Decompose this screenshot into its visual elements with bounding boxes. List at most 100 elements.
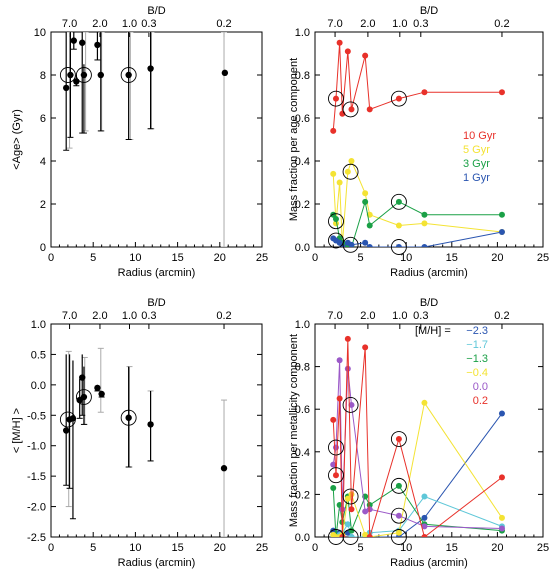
top-tick-label: 0.2 bbox=[216, 18, 231, 30]
data-point bbox=[147, 421, 154, 428]
highlight-circle bbox=[342, 488, 359, 505]
series-point bbox=[344, 521, 351, 528]
highlight-circle bbox=[390, 90, 407, 107]
x-axis-label: Radius (arcmin) bbox=[118, 267, 196, 279]
x-tick-label: 10 bbox=[400, 542, 412, 554]
y-tick-label: -2.5 bbox=[27, 532, 46, 544]
series-line bbox=[332, 413, 503, 537]
legend-entry: 0.2 bbox=[473, 395, 488, 407]
series-point bbox=[332, 472, 339, 479]
highlight-circle bbox=[342, 101, 359, 118]
series-point bbox=[366, 506, 373, 513]
series-point bbox=[366, 222, 373, 229]
x-tick-label: 0 bbox=[312, 542, 318, 554]
series-point bbox=[330, 485, 337, 492]
series-point bbox=[344, 335, 351, 342]
highlight-circle bbox=[328, 439, 344, 456]
legend-title: [M/H] = bbox=[415, 325, 451, 337]
age-fraction-panel: 0 5 10 15 20 25 Radius (arcmin) 0.0 0.2 0.4 0.6 0.8… bbox=[288, 5, 549, 279]
series-point bbox=[344, 495, 351, 502]
top-tick-label: 0.3 bbox=[141, 310, 156, 322]
y-tick-label: 4 bbox=[40, 156, 46, 168]
series-point bbox=[421, 523, 428, 530]
highlight-circle bbox=[120, 409, 137, 426]
top-tick-label: 7.0 bbox=[327, 310, 342, 322]
top-tick-label: 0.2 bbox=[494, 18, 509, 30]
y-tick-label: 0.4 bbox=[295, 447, 310, 459]
highlight-circle bbox=[328, 232, 344, 249]
series-line bbox=[332, 42, 502, 131]
highlight-circle bbox=[390, 507, 407, 524]
highlight-circle bbox=[390, 477, 407, 494]
series-point bbox=[332, 95, 339, 102]
y-tick-label: -1.0 bbox=[27, 441, 46, 453]
top-tick-label: 0.3 bbox=[413, 310, 428, 322]
x-tick-label: 5 bbox=[90, 252, 96, 264]
plot-frame bbox=[50, 31, 263, 248]
top-tick-label: 2.0 bbox=[92, 310, 107, 322]
series-point bbox=[344, 48, 351, 55]
highlight-circle bbox=[390, 529, 407, 545]
series-point bbox=[421, 220, 428, 227]
series-point bbox=[348, 241, 355, 247]
highlight-circle bbox=[342, 396, 359, 413]
series-point bbox=[332, 216, 339, 223]
y-tick-label: -2.0 bbox=[27, 502, 46, 514]
legend-entry: 0.0 bbox=[473, 381, 488, 393]
x-tick-label: 0 bbox=[48, 252, 54, 264]
y-tick-label: 0.0 bbox=[295, 532, 310, 544]
top-tick-label: 0.2 bbox=[216, 310, 231, 322]
x-tick-label: 15 bbox=[171, 252, 183, 264]
age-panel: 0 5 10 15 20 25 Radius (arcmin) 0 2 4 6 8 10 <Age> (G… bbox=[11, 5, 268, 279]
top-tick-label: 0.3 bbox=[413, 18, 428, 30]
x-tick-label: 25 bbox=[537, 252, 549, 264]
series-point bbox=[498, 525, 505, 532]
top-tick-label: 7.0 bbox=[327, 18, 342, 30]
legend-entry: 10 Gyr bbox=[463, 130, 496, 142]
top-tick-label: 2.0 bbox=[360, 18, 375, 30]
x-tick-label: 15 bbox=[171, 542, 183, 554]
x-tick-label: 10 bbox=[129, 252, 141, 264]
x-tick-label: 10 bbox=[129, 542, 141, 554]
series-point bbox=[330, 416, 337, 423]
series-point bbox=[498, 89, 505, 96]
series-point bbox=[336, 357, 343, 364]
top-tick-label: 1.0 bbox=[122, 18, 137, 30]
series-point bbox=[330, 527, 337, 534]
data-point bbox=[70, 37, 77, 44]
highlight-circle bbox=[328, 90, 344, 107]
series-point bbox=[348, 106, 355, 113]
highlight-circle bbox=[390, 431, 407, 447]
series-point bbox=[348, 401, 355, 408]
highlight-circle bbox=[59, 411, 76, 428]
x-tick-label: 5 bbox=[358, 542, 364, 554]
data-point bbox=[79, 39, 86, 46]
x-tick-label: 25 bbox=[256, 252, 268, 264]
y-axis-label: <Age> (Gyr) bbox=[11, 109, 23, 170]
highlight-circle bbox=[390, 239, 407, 255]
metallicity-panel: 0 5 10 15 20 25 Radius (arcmin) -2.5 -2.0 -1.5 -1.… bbox=[11, 297, 268, 569]
series-point bbox=[395, 529, 402, 536]
y-tick-label: 8 bbox=[40, 70, 46, 82]
data-point bbox=[94, 384, 101, 392]
data-point bbox=[62, 427, 70, 434]
data-point bbox=[221, 69, 229, 77]
x-tick-label: 0 bbox=[48, 542, 54, 554]
series-point bbox=[421, 399, 428, 406]
y-tick-label: 0.8 bbox=[295, 70, 310, 82]
y-tick-label: 6 bbox=[40, 113, 46, 125]
highlight-circle bbox=[342, 529, 359, 545]
x-tick-label: 25 bbox=[256, 542, 268, 554]
data-point bbox=[80, 393, 88, 401]
y-tick-label: 0.2 bbox=[295, 199, 310, 211]
y-tick-label: 0.0 bbox=[295, 242, 310, 254]
y-tick-label: 1.0 bbox=[295, 27, 310, 39]
y-tick-label: 0.4 bbox=[295, 156, 310, 168]
top-axis-label: B/D bbox=[147, 5, 165, 17]
x-tick-label: 5 bbox=[358, 252, 364, 264]
x-tick-label: 15 bbox=[446, 252, 458, 264]
series-point bbox=[498, 228, 505, 235]
top-axis-label: B/D bbox=[420, 297, 438, 309]
plot-area bbox=[62, 32, 229, 247]
